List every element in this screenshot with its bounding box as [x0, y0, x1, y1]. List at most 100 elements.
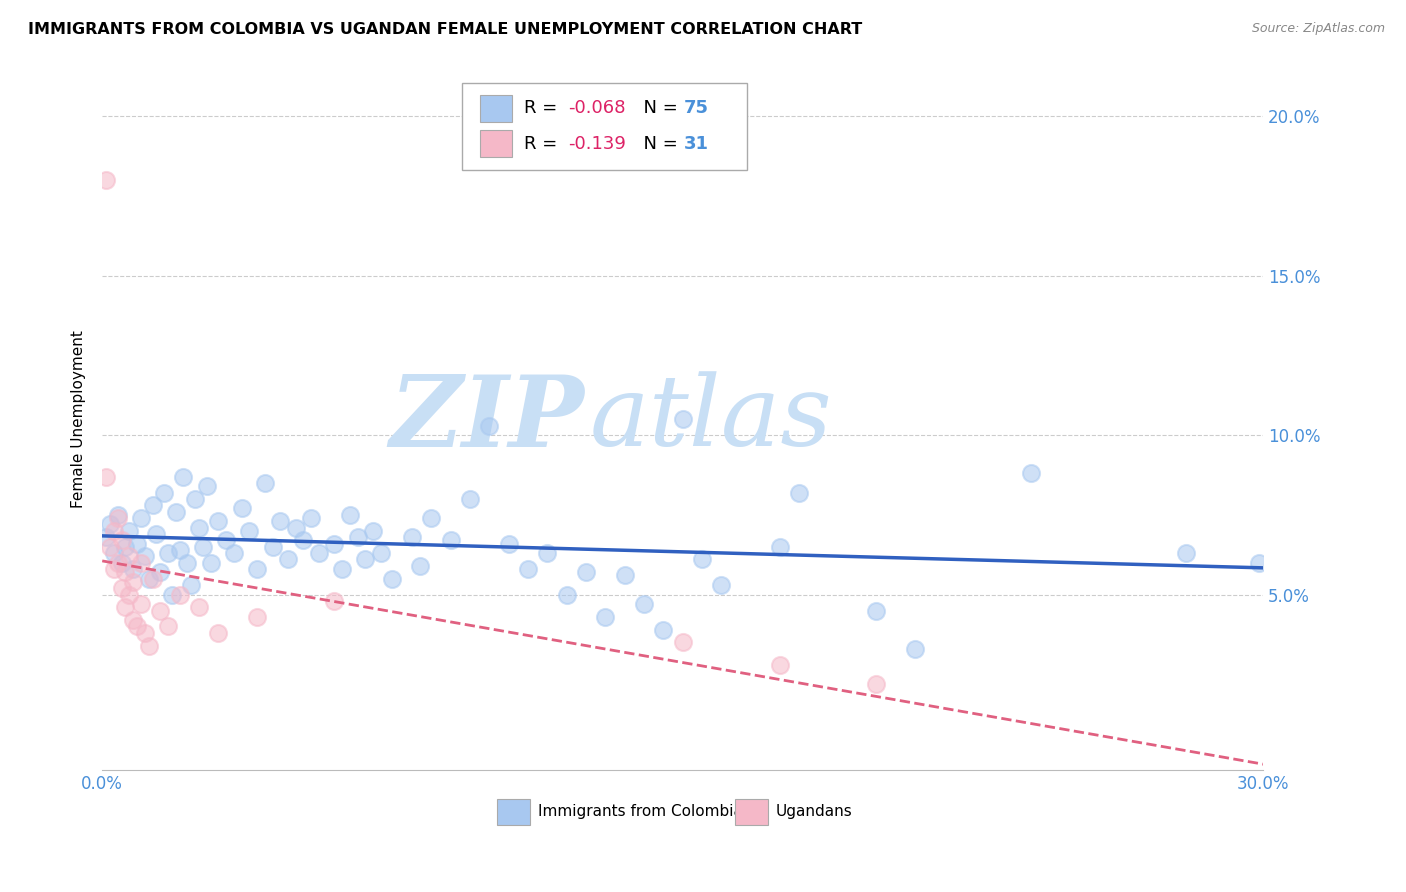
- Point: [103, 524, 125, 538]
- Point: [94, 530, 117, 544]
- FancyBboxPatch shape: [463, 83, 747, 170]
- Point: [200, 556, 222, 570]
- Point: [768, 540, 790, 554]
- Point: [188, 600, 211, 615]
- FancyBboxPatch shape: [496, 799, 530, 824]
- Text: Source: ZipAtlas.com: Source: ZipAtlas.com: [1251, 22, 1385, 36]
- Point: [652, 623, 675, 637]
- Text: Immigrants from Colombia: Immigrants from Colombia: [537, 805, 742, 820]
- Point: [114, 600, 136, 615]
- Point: [98, 517, 121, 532]
- Point: [323, 594, 346, 608]
- Point: [420, 511, 443, 525]
- Point: [354, 552, 377, 566]
- Point: [238, 524, 260, 538]
- Point: [478, 418, 501, 433]
- Text: R =: R =: [523, 135, 568, 153]
- Point: [107, 556, 129, 570]
- Point: [149, 566, 172, 580]
- Point: [125, 619, 148, 633]
- Point: [153, 485, 176, 500]
- Point: [173, 469, 195, 483]
- Point: [156, 546, 179, 560]
- Text: R =: R =: [523, 100, 562, 118]
- FancyBboxPatch shape: [735, 799, 768, 824]
- Point: [110, 581, 132, 595]
- Point: [129, 511, 152, 525]
- Point: [865, 677, 887, 691]
- Point: [246, 562, 269, 576]
- Point: [1249, 556, 1271, 570]
- Point: [134, 549, 156, 564]
- Point: [536, 546, 558, 560]
- Point: [595, 610, 617, 624]
- Point: [672, 412, 695, 426]
- Point: [114, 566, 136, 580]
- Point: [176, 556, 198, 570]
- Point: [269, 514, 291, 528]
- Point: [141, 572, 163, 586]
- Point: [222, 546, 245, 560]
- Point: [138, 572, 160, 586]
- Point: [458, 491, 481, 506]
- Point: [710, 578, 733, 592]
- Point: [401, 530, 423, 544]
- Point: [195, 479, 218, 493]
- Point: [94, 469, 117, 483]
- Point: [284, 520, 307, 534]
- Point: [207, 625, 229, 640]
- Text: atlas: atlas: [591, 372, 832, 467]
- Point: [110, 533, 132, 548]
- Point: [865, 603, 887, 617]
- Point: [1019, 467, 1042, 481]
- Point: [517, 562, 540, 576]
- Point: [169, 588, 191, 602]
- Point: [613, 568, 636, 582]
- Text: -0.139: -0.139: [568, 135, 626, 153]
- Point: [118, 524, 141, 538]
- Point: [575, 566, 598, 580]
- Point: [94, 173, 117, 187]
- Point: [129, 597, 152, 611]
- Point: [308, 546, 330, 560]
- Text: 75: 75: [683, 100, 709, 118]
- Text: Ugandans: Ugandans: [776, 805, 852, 820]
- Point: [165, 505, 187, 519]
- Point: [98, 540, 121, 554]
- Point: [180, 578, 202, 592]
- Point: [160, 588, 183, 602]
- Text: N =: N =: [631, 100, 683, 118]
- Point: [156, 619, 179, 633]
- Text: -0.068: -0.068: [568, 100, 626, 118]
- Point: [672, 635, 695, 649]
- Point: [188, 520, 211, 534]
- Point: [370, 546, 392, 560]
- Point: [118, 549, 141, 564]
- Point: [122, 574, 145, 589]
- Point: [299, 511, 322, 525]
- Point: [262, 540, 284, 554]
- Point: [118, 588, 141, 602]
- Point: [215, 533, 238, 548]
- Point: [768, 657, 790, 672]
- Point: [408, 558, 430, 573]
- Point: [381, 572, 404, 586]
- Point: [439, 533, 461, 548]
- Text: N =: N =: [631, 135, 683, 153]
- Point: [207, 514, 229, 528]
- Text: IMMIGRANTS FROM COLOMBIA VS UGANDAN FEMALE UNEMPLOYMENT CORRELATION CHART: IMMIGRANTS FROM COLOMBIA VS UGANDAN FEMA…: [28, 22, 862, 37]
- Point: [122, 613, 145, 627]
- Point: [184, 491, 207, 506]
- Text: 31: 31: [683, 135, 709, 153]
- Y-axis label: Female Unemployment: Female Unemployment: [72, 330, 86, 508]
- Point: [253, 475, 276, 490]
- Point: [633, 597, 655, 611]
- Point: [107, 508, 129, 522]
- Point: [103, 546, 125, 560]
- Point: [231, 501, 253, 516]
- Point: [169, 543, 191, 558]
- Point: [330, 562, 353, 576]
- Point: [110, 556, 132, 570]
- Point: [134, 625, 156, 640]
- Point: [787, 485, 810, 500]
